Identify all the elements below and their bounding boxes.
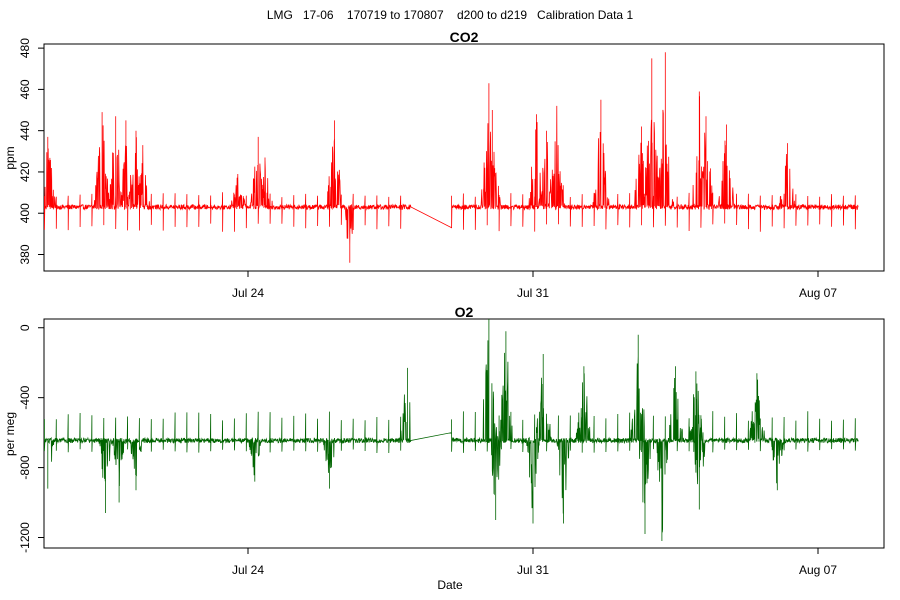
co2-series-line — [44, 52, 859, 263]
x-tick-label: Jul 24 — [232, 563, 264, 577]
o2-y-axis-label: per meg — [3, 412, 17, 456]
x-tick-label: Aug 07 — [799, 286, 837, 300]
y-tick-label: 440 — [18, 120, 32, 140]
o2-y-axis: -1200 -800 -400 0 — [18, 324, 45, 553]
x-tick-label: Jul 31 — [517, 286, 549, 300]
o2-panel-title: O2 — [455, 304, 474, 320]
x-tick-label: Jul 31 — [517, 563, 549, 577]
x-tick-label: Aug 07 — [799, 563, 837, 577]
y-tick-label: 0 — [18, 324, 32, 331]
figure-title: LMG 17-06 170719 to 170807 d200 to d219 … — [267, 8, 634, 22]
co2-panel-title: CO2 — [450, 29, 479, 45]
y-tick-label: -800 — [18, 455, 32, 479]
y-tick-label: 400 — [18, 203, 32, 223]
x-tick-label: Jul 24 — [232, 286, 264, 300]
o2-x-axis-label: Date — [437, 578, 463, 592]
co2-y-axis-label: ppm — [3, 146, 17, 169]
y-tick-label: 380 — [18, 244, 32, 264]
o2-panel: O2 per meg -1200 -800 -400 0 Jul 24 Jul 31 Au… — [3, 304, 885, 592]
y-tick-label: 480 — [18, 38, 32, 58]
y-tick-label: 460 — [18, 79, 32, 99]
co2-panel: CO2 ppm 380 400 420 440 460 480 Jul 24 Jul 31 A… — [3, 29, 885, 300]
co2-plot-frame — [43, 43, 885, 272]
o2-x-axis: Jul 24 Jul 31 Aug 07 — [232, 547, 837, 577]
y-tick-label: -400 — [18, 385, 32, 409]
o2-series-line — [44, 319, 859, 541]
co2-y-axis: 380 400 420 440 460 480 — [18, 38, 45, 265]
co2-x-axis: Jul 24 Jul 31 Aug 07 — [232, 270, 837, 300]
y-tick-label: -1200 — [18, 522, 32, 553]
y-tick-label: 420 — [18, 162, 32, 182]
